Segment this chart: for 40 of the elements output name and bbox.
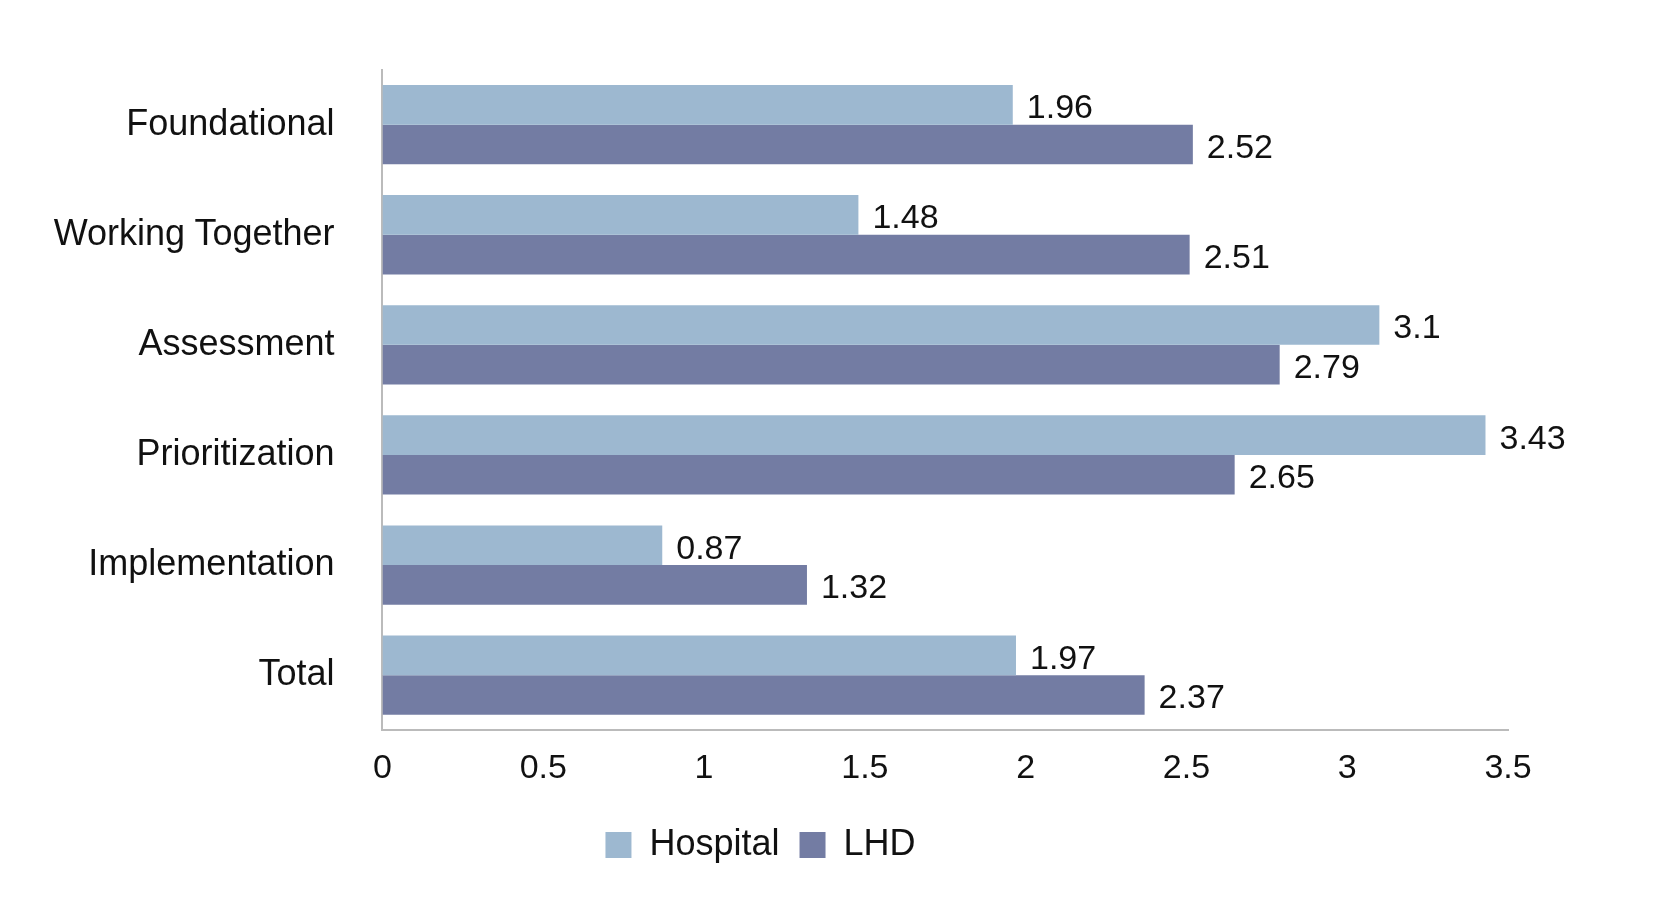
x-tick-label: 2.5 [1162,746,1211,785]
data-label: 1.32 [820,567,888,606]
bar [382,635,1016,676]
data-label: 1.97 [1029,637,1097,676]
x-tick-label: 3 [1337,746,1357,785]
y-tick-label: Assessment [138,321,335,363]
x-tick-label: 1 [694,746,714,785]
data-label: 0.87 [676,527,743,566]
data-label: 1.96 [1026,87,1093,126]
data-label: 1.48 [872,197,939,236]
data-label: 3.1 [1393,307,1441,346]
bar [382,454,1235,495]
x-tick-label: 0 [373,746,392,785]
bar [382,124,1193,165]
x-tick-label: 3.5 [1484,746,1532,785]
x-tick-label: 1.5 [841,746,889,785]
data-label: 2.51 [1203,236,1270,275]
y-tick-label: Prioritization [136,431,335,473]
data-label: 2.79 [1293,347,1360,386]
legend-label: Hospital [649,821,780,863]
data-label: 2.37 [1158,677,1225,716]
x-tick-label: 0.5 [519,746,567,785]
y-tick-label: Total [258,652,335,694]
bar [382,305,1380,345]
bar [382,525,663,566]
data-label: 2.65 [1248,457,1315,496]
bar [382,565,807,605]
bar [382,195,859,235]
y-tick-label: Working Together [53,211,335,253]
bar [382,415,1486,455]
x-tick-label: 2 [1016,746,1036,785]
data-label: 2.52 [1206,126,1274,165]
bar [382,234,1190,275]
bar [382,85,1013,125]
bar [382,675,1145,715]
legend-label: LHD [843,821,916,863]
y-tick-label: Implementation [88,541,335,583]
y-tick-label: Foundational [126,101,335,143]
bar [382,344,1280,385]
data-label: 3.43 [1499,417,1566,456]
